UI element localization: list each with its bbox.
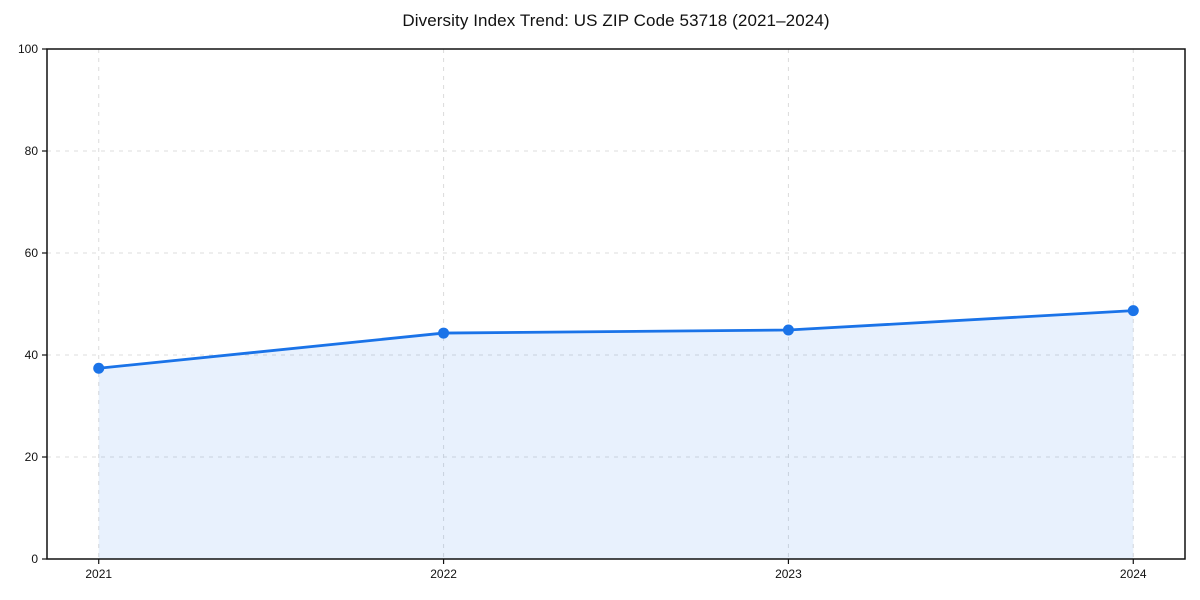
y-tick-label: 40 [25,348,39,362]
data-point [438,327,450,339]
y-tick-label: 0 [31,552,38,566]
y-tick-label: 60 [25,246,39,260]
data-point [93,362,105,374]
x-tick-label: 2021 [85,567,112,581]
y-tick-label: 80 [25,144,39,158]
data-point [1127,305,1139,317]
y-tick-label: 100 [18,42,38,56]
x-tick-label: 2023 [775,567,802,581]
trend-line [97,309,1135,370]
x-tick-label: 2024 [1120,567,1147,581]
chart-title: Diversity Index Trend: US ZIP Code 53718… [402,11,830,30]
area-fill [98,310,1134,559]
x-tick-label: 2022 [430,567,457,581]
data-point [782,324,794,336]
plot-border [46,48,1186,560]
y-tick-label: 20 [25,450,39,464]
